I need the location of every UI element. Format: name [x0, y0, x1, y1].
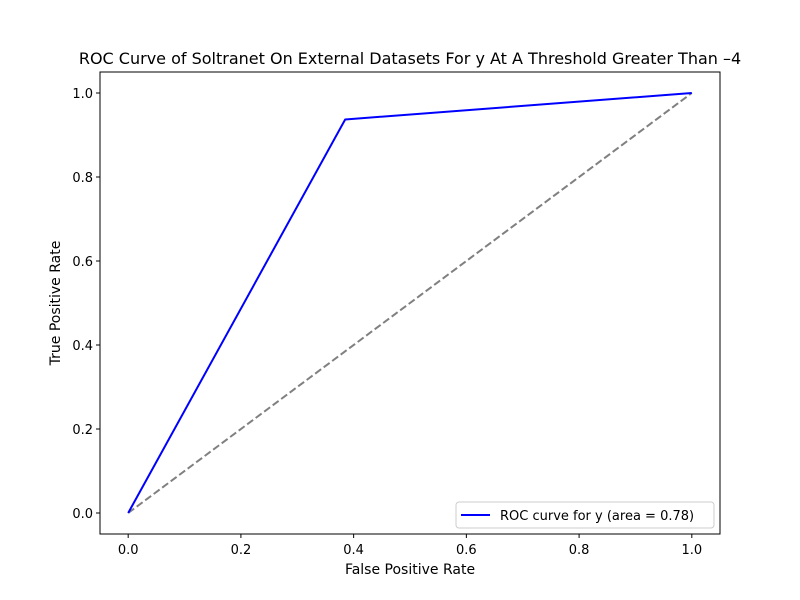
x-tick-label: 0.4: [343, 543, 364, 558]
y-axis-label: True Positive Rate: [48, 241, 64, 367]
chart-title: ROC Curve of Soltranet On External Datas…: [79, 49, 741, 68]
y-tick-label: 0.4: [72, 339, 93, 354]
x-tick-label: 0.2: [231, 543, 252, 558]
x-axis-label: False Positive Rate: [345, 562, 475, 578]
x-tick-label: 0.6: [456, 543, 477, 558]
y-tick-label: 0.0: [72, 507, 93, 522]
x-tick-label: 0.0: [118, 543, 139, 558]
y-tick-label: 0.2: [72, 423, 93, 438]
y-tick-label: 1.0: [72, 87, 93, 102]
y-tick-label: 0.6: [72, 255, 93, 270]
legend-box: [455, 501, 715, 529]
legend-label: ROC curve for y (area = 0.78): [500, 509, 694, 524]
y-tick-label: 0.8: [72, 171, 93, 186]
series-layer: [127, 92, 693, 514]
ticks-layer: 0.0 0.2 0.4 0.6 0.8 1.0 0.0 0.2 0.4 0.6 0.8 1.0: [72, 87, 702, 558]
roc-curve-line: [127, 92, 692, 514]
x-tick-label: 0.8: [569, 543, 590, 558]
chance-diagonal-line: [127, 92, 693, 514]
legend: ROC curve for y (area = 0.78): [455, 501, 715, 529]
x-tick-label: 1.0: [681, 543, 702, 558]
plot-frame: [99, 71, 721, 535]
